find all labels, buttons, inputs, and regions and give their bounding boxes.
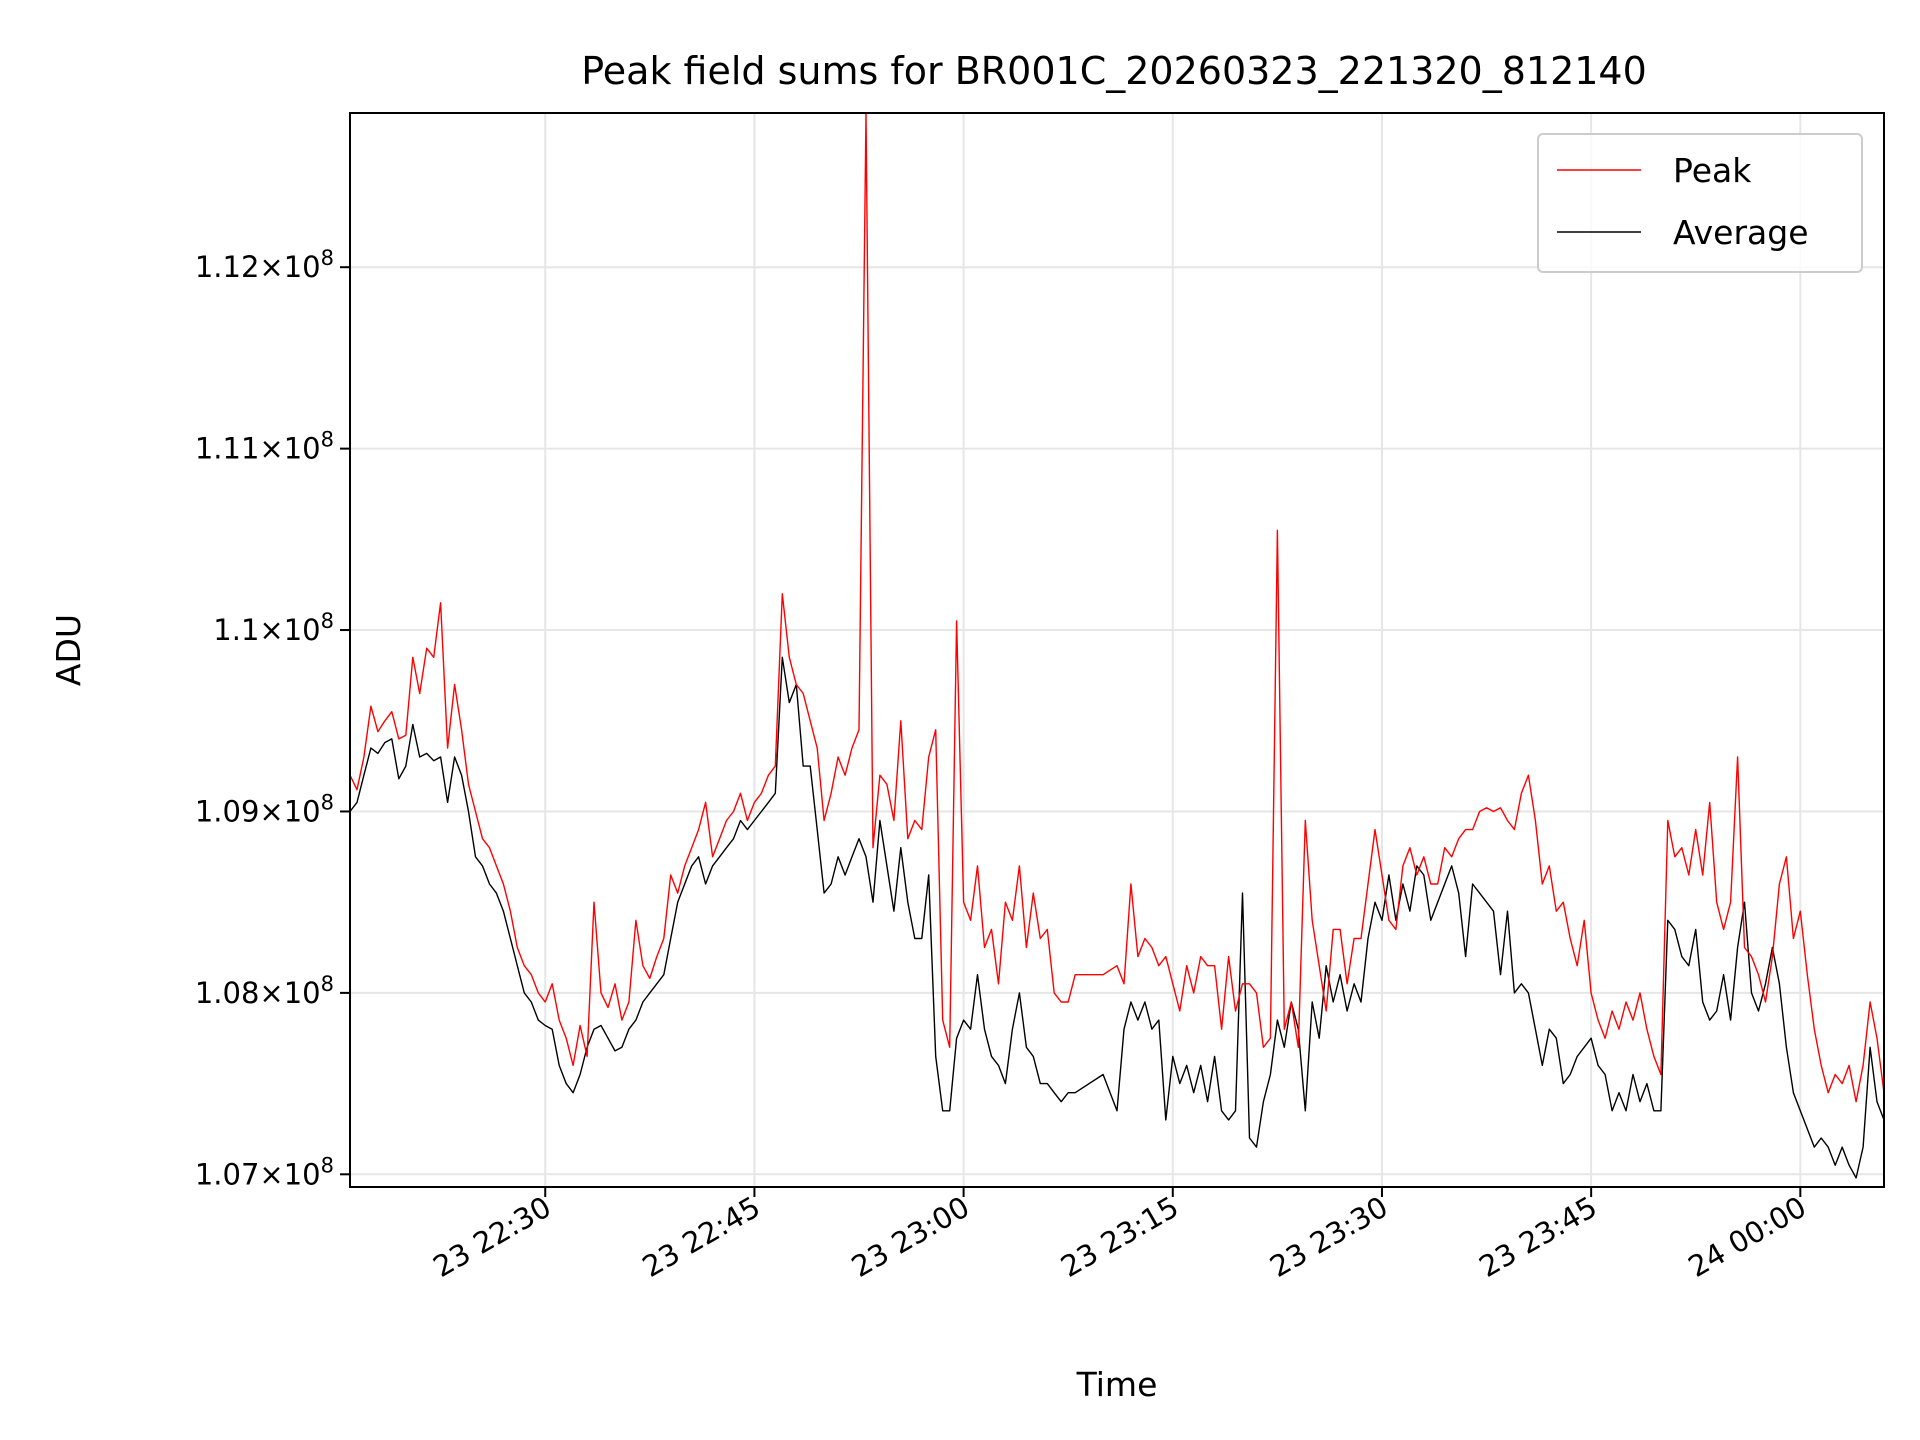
- legend-peak-label: Peak: [1673, 151, 1752, 190]
- y-axis-label: ADU: [49, 614, 88, 686]
- legend-average-label: Average: [1673, 213, 1809, 252]
- grid: [350, 113, 1884, 1187]
- series-line-peak: [350, 113, 1884, 1103]
- y-tick-label: 1.11×108: [195, 428, 334, 466]
- chart-title: Peak field sums for BR001C_20260323_2213…: [581, 49, 1647, 93]
- legend: Peak Average: [1537, 133, 1863, 273]
- series-lines: [350, 113, 1884, 1179]
- legend-frame: [1537, 133, 1863, 273]
- y-tick-label: 1.09×108: [195, 790, 334, 828]
- y-tick-label: 1.1×108: [213, 609, 334, 647]
- plot-frame: [349, 112, 1885, 1188]
- y-tick-label: 1.12×108: [195, 246, 334, 284]
- series-line-average: [350, 656, 1884, 1179]
- y-axis-ticks: 1.07×108 1.08×108 1.09×108 1.1×108 1.11×108 1…: [195, 246, 350, 1191]
- y-tick-label: 1.08×108: [195, 972, 334, 1010]
- y-tick-label: 1.07×108: [195, 1153, 334, 1191]
- x-axis-label: Time: [1076, 1365, 1158, 1404]
